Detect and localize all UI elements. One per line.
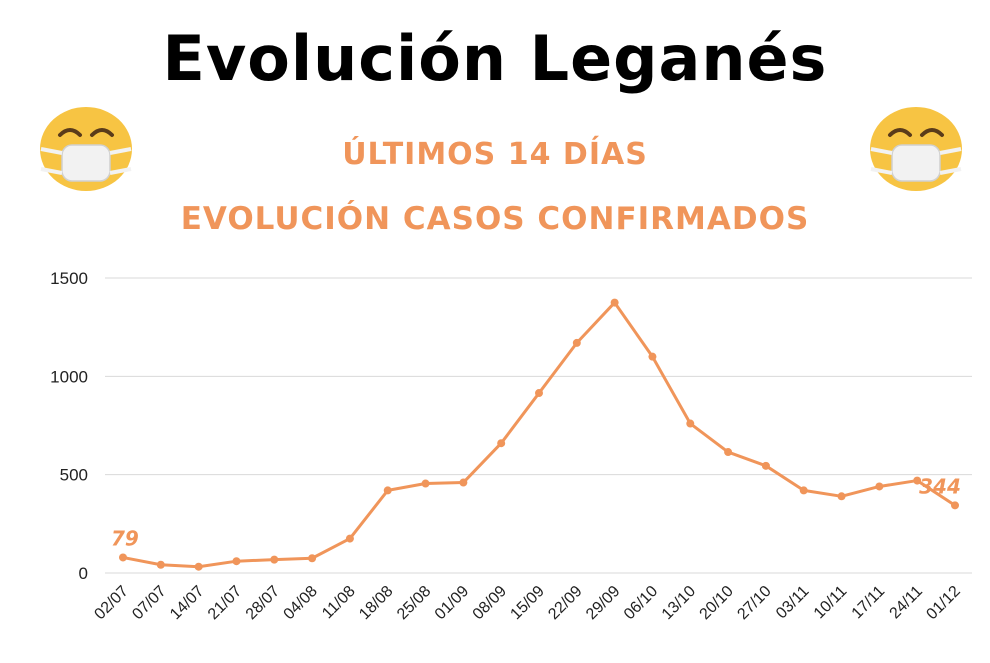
x-tick-label: 18/08 xyxy=(356,583,396,623)
x-tick-label: 13/10 xyxy=(659,583,699,623)
data-point xyxy=(875,482,884,491)
data-point xyxy=(119,553,127,562)
data-label: 79 xyxy=(111,526,139,550)
data-point xyxy=(232,557,241,566)
data-point xyxy=(572,338,581,347)
x-tick-label: 06/10 xyxy=(621,583,661,623)
data-point xyxy=(383,486,392,495)
data-point xyxy=(535,389,543,398)
x-tick-label: 04/08 xyxy=(281,583,321,623)
x-tick-label: 02/07 xyxy=(91,583,131,623)
data-point xyxy=(459,478,468,487)
x-tick-label: 15/09 xyxy=(507,583,547,623)
data-point xyxy=(610,298,619,307)
x-tick-label: 17/11 xyxy=(849,583,889,623)
y-tick-label: 1500 xyxy=(50,269,88,288)
data-point xyxy=(421,479,430,488)
y-tick-label: 0 xyxy=(79,564,88,583)
x-tick-label: 07/07 xyxy=(129,583,169,623)
x-tick-label: 21/07 xyxy=(205,583,245,623)
data-point xyxy=(345,534,354,543)
x-tick-label: 10/11 xyxy=(811,583,851,623)
data-point xyxy=(799,486,808,495)
face-with-medical-mask-icon xyxy=(40,107,132,191)
x-tick-label: 03/11 xyxy=(773,583,813,623)
data-label: 344 xyxy=(919,474,961,498)
data-point xyxy=(270,555,279,564)
chart-subtitle-metric: EVOLUCIÓN CASOS CONFIRMADOS xyxy=(180,201,810,237)
x-tick-label: 24/11 xyxy=(887,583,927,623)
series-line xyxy=(121,301,957,569)
x-tick-label: 01/09 xyxy=(432,583,472,623)
page-title: Evolución Leganés xyxy=(162,22,828,95)
y-tick-label: 500 xyxy=(60,466,88,485)
x-tick-label: 27/10 xyxy=(734,583,774,623)
x-tick-label: 01/12 xyxy=(923,583,963,623)
data-point xyxy=(648,352,657,361)
face-with-medical-mask-icon xyxy=(870,107,962,191)
data-point xyxy=(761,461,770,470)
chart-subtitle-period: ÚLTIMOS 14 DÍAS xyxy=(342,137,648,172)
data-point xyxy=(497,439,506,448)
x-tick-label: 22/09 xyxy=(545,583,585,623)
data-point xyxy=(724,448,733,457)
x-tick-label: 14/07 xyxy=(167,583,207,623)
data-point xyxy=(837,492,846,501)
x-tick-label: 28/07 xyxy=(243,583,283,623)
x-tick-label: 29/09 xyxy=(583,583,623,623)
x-tick-label: 08/09 xyxy=(470,583,510,623)
data-point xyxy=(913,476,922,485)
data-point xyxy=(951,501,959,510)
data-point xyxy=(194,562,203,571)
x-tick-label: 11/08 xyxy=(319,583,359,623)
x-tick-label: 25/08 xyxy=(394,583,434,623)
data-point xyxy=(686,419,695,428)
x-tick-label: 20/10 xyxy=(697,583,737,623)
data-point xyxy=(308,554,317,563)
y-tick-label: 1000 xyxy=(50,367,88,386)
data-point xyxy=(156,560,165,569)
